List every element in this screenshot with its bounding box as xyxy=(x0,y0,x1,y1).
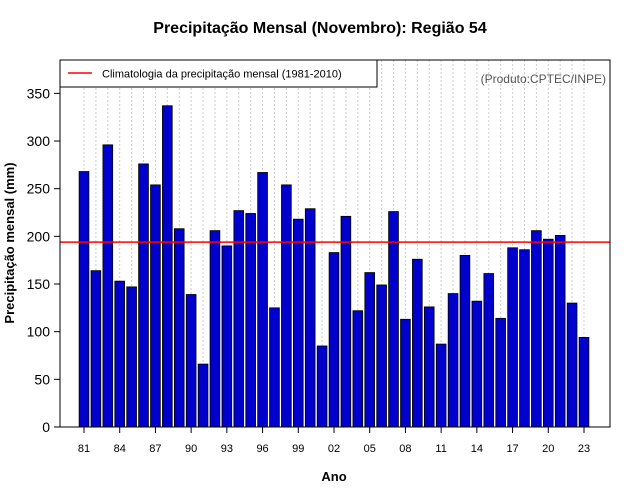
bar-2012 xyxy=(447,293,459,428)
bar-1992 xyxy=(209,230,221,428)
bar-2020 xyxy=(543,238,554,428)
x-tick-label: 08 xyxy=(399,443,411,455)
bar-1991 xyxy=(197,363,209,428)
bar-1986 xyxy=(138,163,149,428)
bar-2010 xyxy=(423,306,435,428)
x-tick-label: 20 xyxy=(542,443,554,455)
bar-2001 xyxy=(316,345,328,428)
y-tick-label: 150 xyxy=(27,276,51,292)
x-tick-label: 84 xyxy=(114,443,126,455)
x-tick-label: 02 xyxy=(328,443,340,455)
chart-title: Precipitação Mensal (Novembro): Região 5… xyxy=(153,20,487,37)
bar-1995 xyxy=(245,213,256,428)
bar-2004 xyxy=(352,310,364,428)
bar-1981 xyxy=(78,171,90,428)
bar-2008 xyxy=(400,318,411,428)
bar-1982 xyxy=(90,270,102,428)
bar-2017 xyxy=(507,247,518,428)
y-tick-label: 250 xyxy=(27,181,51,197)
bar-1999 xyxy=(292,218,304,428)
bar-1997 xyxy=(269,307,280,428)
bar-2005 xyxy=(364,272,375,428)
bar-2002 xyxy=(328,252,340,428)
bar-2006 xyxy=(376,284,387,428)
bar-2023 xyxy=(578,336,590,428)
bar-1983 xyxy=(102,144,114,428)
bar-1993 xyxy=(221,245,233,428)
x-tick-label: 93 xyxy=(221,443,233,455)
bar-2015 xyxy=(483,273,495,428)
x-tick-label: 23 xyxy=(578,443,590,455)
y-tick-label: 200 xyxy=(27,228,51,244)
bar-2011 xyxy=(435,343,447,428)
bar-2016 xyxy=(495,317,506,428)
bar-1990 xyxy=(185,294,197,428)
y-tick-label: 350 xyxy=(27,85,51,101)
bar-1989 xyxy=(173,228,185,428)
bar-2013 xyxy=(459,255,471,428)
bar-1985 xyxy=(126,286,137,428)
legend: Climatologia da precipitação mensal (198… xyxy=(59,59,378,88)
x-tick-label: 87 xyxy=(149,443,161,455)
bar-2018 xyxy=(519,249,530,428)
x-tick-label: 05 xyxy=(364,443,376,455)
y-tick-label: 0 xyxy=(42,419,50,435)
bar-2009 xyxy=(412,258,423,428)
legend-label: Climatologia da precipitação mensal (198… xyxy=(102,69,342,81)
bars xyxy=(78,105,590,428)
x-tick-label: 99 xyxy=(292,443,304,455)
bar-2003 xyxy=(340,215,352,428)
x-axis-label: Ano xyxy=(321,469,346,484)
x-tick-label: 81 xyxy=(78,443,90,455)
y-axis: 0 50 100 150 200 250 300 350 xyxy=(27,85,60,435)
y-tick-label: 300 xyxy=(27,133,51,149)
bar-1996 xyxy=(257,172,268,428)
x-tick-label: 11 xyxy=(435,443,446,455)
credit-text: (Produto:CPTEC/INPE) xyxy=(481,72,606,86)
y-tick-label: 100 xyxy=(27,324,51,340)
bar-2021 xyxy=(554,234,566,428)
x-tick-label: 14 xyxy=(471,443,483,455)
x-axis: 81 84 87 90 93 96 99 02 05 08 11 14 17 20 23 xyxy=(78,427,590,455)
bar-1998 xyxy=(281,184,292,428)
bar-1988 xyxy=(162,105,173,428)
x-tick-label: 90 xyxy=(185,443,197,455)
bar-2007 xyxy=(388,211,399,428)
bar-1987 xyxy=(150,184,161,428)
x-tick-label: 96 xyxy=(256,443,268,455)
legend-box xyxy=(59,59,378,88)
y-tick-label: 50 xyxy=(34,371,50,387)
bar-2019 xyxy=(531,230,542,428)
bar-1994 xyxy=(233,210,245,428)
x-tick-label: 17 xyxy=(506,443,518,455)
bar-2014 xyxy=(471,300,483,428)
y-axis-label: Precipitação mensal (mm) xyxy=(2,162,17,323)
bar-2022 xyxy=(566,302,578,428)
bar-1984 xyxy=(114,280,125,428)
